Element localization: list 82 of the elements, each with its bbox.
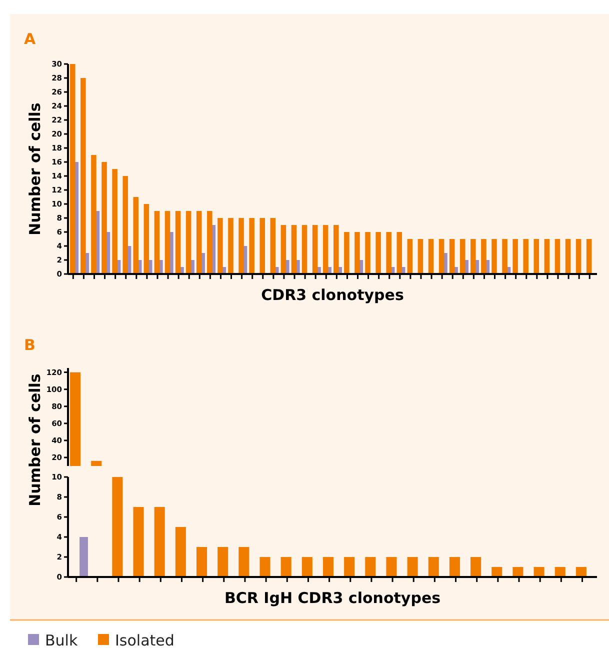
bar xyxy=(344,557,355,577)
bar xyxy=(122,176,128,274)
bar xyxy=(576,239,582,274)
bar xyxy=(80,78,86,274)
bar xyxy=(238,547,250,577)
bar xyxy=(260,557,270,577)
bar xyxy=(154,211,160,274)
bar xyxy=(449,557,460,577)
bar xyxy=(407,557,418,577)
bar xyxy=(554,239,560,274)
bar xyxy=(133,507,144,577)
bar xyxy=(470,557,482,577)
bar xyxy=(112,169,118,274)
bar xyxy=(492,567,502,577)
bar xyxy=(502,239,508,274)
bar xyxy=(186,211,192,274)
bar xyxy=(365,557,376,577)
bar xyxy=(407,239,413,274)
bar xyxy=(302,225,308,274)
bar xyxy=(164,211,170,274)
bar xyxy=(238,218,244,274)
bar xyxy=(449,239,455,274)
bar xyxy=(312,225,318,274)
bar xyxy=(196,547,208,577)
bar xyxy=(228,218,234,274)
y-axis-title: Number of cells xyxy=(26,102,44,236)
bar xyxy=(554,567,566,577)
x-axis-title: BCR IgH CDR3 clonotypes xyxy=(224,589,441,607)
bar xyxy=(386,232,392,274)
bar xyxy=(428,239,434,274)
legend-label: Isolated xyxy=(115,631,174,650)
legend-label: Bulk xyxy=(45,631,78,650)
y-axis-title: Number of cells xyxy=(26,374,44,506)
bar xyxy=(154,507,165,577)
bar xyxy=(534,567,544,577)
bar xyxy=(102,162,107,274)
bar xyxy=(460,239,466,274)
x-axis-title: CDR3 clonotypes xyxy=(261,286,404,304)
chart-title: A xyxy=(24,30,36,48)
bar xyxy=(428,557,439,577)
bar xyxy=(512,567,524,577)
bar xyxy=(492,239,497,274)
bar xyxy=(112,477,123,577)
bar xyxy=(270,218,276,274)
bar xyxy=(365,232,370,274)
bar xyxy=(386,557,397,577)
bar xyxy=(144,204,150,274)
bar xyxy=(438,239,444,274)
bar xyxy=(280,225,286,274)
bar xyxy=(334,225,339,274)
bar xyxy=(481,239,486,274)
bar xyxy=(133,197,139,274)
bar xyxy=(470,239,476,274)
bar xyxy=(418,239,424,274)
bar xyxy=(302,557,312,577)
bar xyxy=(344,232,350,274)
bar xyxy=(586,239,592,274)
bar xyxy=(544,239,550,274)
bar xyxy=(70,64,76,274)
bar xyxy=(534,239,540,274)
bar xyxy=(91,155,96,274)
bar xyxy=(512,239,518,274)
bar xyxy=(576,567,586,577)
bar xyxy=(196,211,202,274)
bar xyxy=(354,232,360,274)
bar xyxy=(260,218,265,274)
bar xyxy=(207,211,212,274)
bar xyxy=(175,527,186,577)
bar xyxy=(218,547,228,577)
bar xyxy=(523,239,528,274)
bar xyxy=(249,218,254,274)
chart-title: B xyxy=(24,336,36,354)
bar xyxy=(291,225,297,274)
bar xyxy=(280,557,292,577)
bar xyxy=(565,239,571,274)
bar xyxy=(175,211,181,274)
bar xyxy=(80,537,88,577)
bar xyxy=(376,232,381,274)
bar xyxy=(396,232,402,274)
bar xyxy=(322,557,334,577)
bar xyxy=(322,225,328,274)
bar xyxy=(218,218,223,274)
